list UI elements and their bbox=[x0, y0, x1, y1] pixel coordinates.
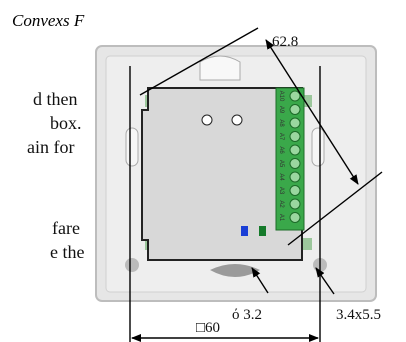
side-line: ain for bbox=[27, 137, 74, 157]
terminal-label: A1 bbox=[278, 214, 284, 222]
dim-hole: ό 3.2 bbox=[232, 307, 262, 323]
side-line: e the bbox=[50, 242, 84, 262]
side-line: d then bbox=[33, 89, 78, 109]
terminal-screw bbox=[289, 198, 301, 210]
terminal-screw bbox=[289, 90, 301, 102]
terminal-screw bbox=[289, 131, 301, 142]
terminal-label: A3 bbox=[278, 187, 284, 195]
dim-slot: 3.4x5.5 bbox=[336, 307, 381, 323]
side-text: d then box. ain for fare e the bbox=[27, 89, 84, 262]
terminal-label: A10 bbox=[278, 91, 284, 102]
terminal-screw bbox=[289, 144, 301, 156]
side-line: fare bbox=[52, 218, 80, 238]
terminal-screw bbox=[289, 212, 301, 223]
terminal-screw bbox=[289, 117, 301, 129]
terminal-label: A7 bbox=[278, 133, 284, 141]
terminal-screw bbox=[289, 158, 301, 169]
terminal-screw bbox=[289, 185, 301, 196]
terminal-label: A4 bbox=[278, 173, 284, 181]
dimension-lines bbox=[129, 27, 383, 342]
title: Convexs F bbox=[12, 11, 85, 30]
terminal-label: A6 bbox=[278, 146, 284, 154]
terminal-screw bbox=[289, 104, 301, 115]
dim-diagonal: 62.8 bbox=[272, 34, 298, 50]
terminal-label: A8 bbox=[278, 119, 284, 127]
terminal-label: A5 bbox=[278, 160, 284, 168]
terminal-label: A2 bbox=[278, 200, 284, 208]
side-line: box. bbox=[50, 113, 82, 133]
terminal-screw bbox=[289, 171, 301, 183]
terminal-label: A9 bbox=[278, 106, 284, 114]
dim-width: □60 bbox=[196, 320, 220, 336]
